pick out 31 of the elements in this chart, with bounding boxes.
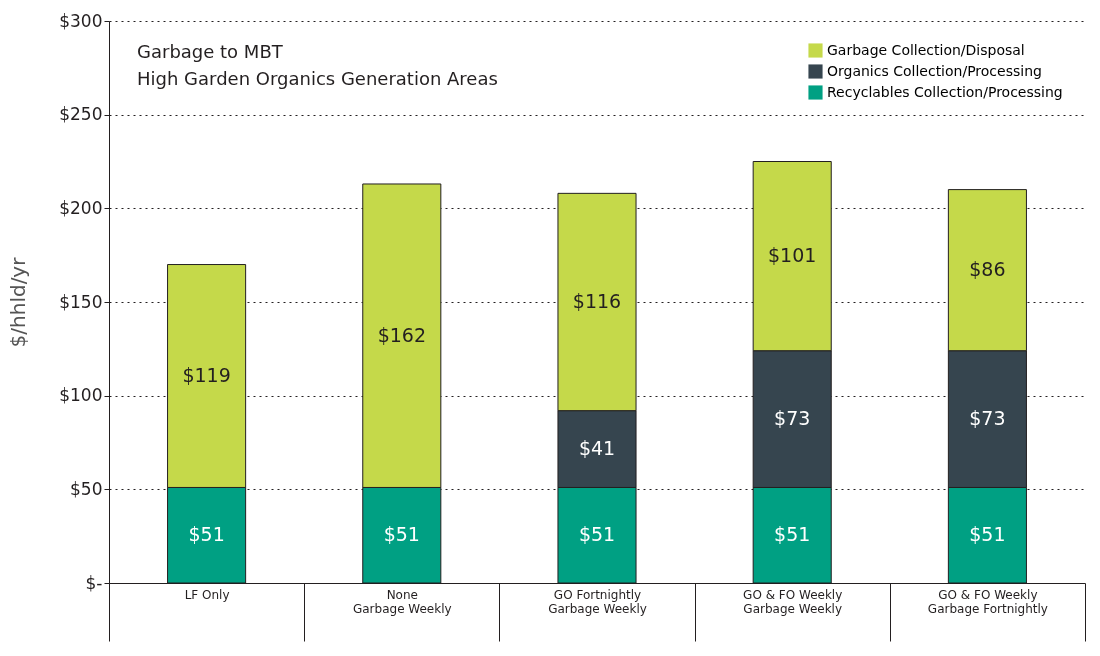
data-label: $86 [969,258,1006,281]
legend-label: Garbage Collection/Disposal [827,41,1025,58]
data-label: $101 [768,244,817,267]
x-tick-label: GO & FO Weekly Garbage Weekly [743,587,843,616]
data-label: $51 [969,523,1006,546]
text: Garbage to MBT [137,41,284,62]
data-label: $51 [188,523,225,546]
legend-label: Recyclables Collection/Processing [827,83,1063,100]
x-tick-label: None Garbage Weekly [352,587,452,616]
data-label: $51 [578,523,616,546]
y-tick-label: $300 [59,10,103,31]
x-tick-label: GO Fortnightly Garbage Weekly [548,587,647,616]
legend-label: Organics Collection/Processing [827,62,1042,79]
y-axis-title: $/hhld/yr [6,256,31,348]
data-label: $41 [578,437,616,460]
data-label: $51 [383,523,420,546]
y-tick-label: $100 [59,385,103,406]
data-label: $116 [572,290,622,312]
y-tick-label: $- [85,572,103,593]
x-tick-label: LF Only [184,587,230,602]
y-tick-label: $200 [59,197,103,218]
text: High Garden Organics Generation Areas [137,68,498,89]
data-label: $73 [969,407,1006,430]
data-label: $73 [774,407,811,430]
data-label: $51 [774,523,811,546]
data-label: $162 [377,323,426,346]
y-tick-label: $250 [59,104,103,125]
y-tick-label: $50 [70,478,103,499]
data-label: $119 [182,364,231,386]
x-tick-label: GO & FO Weekly Garbage Fortnightly [927,587,1048,616]
y-tick-label: $150 [59,291,103,312]
